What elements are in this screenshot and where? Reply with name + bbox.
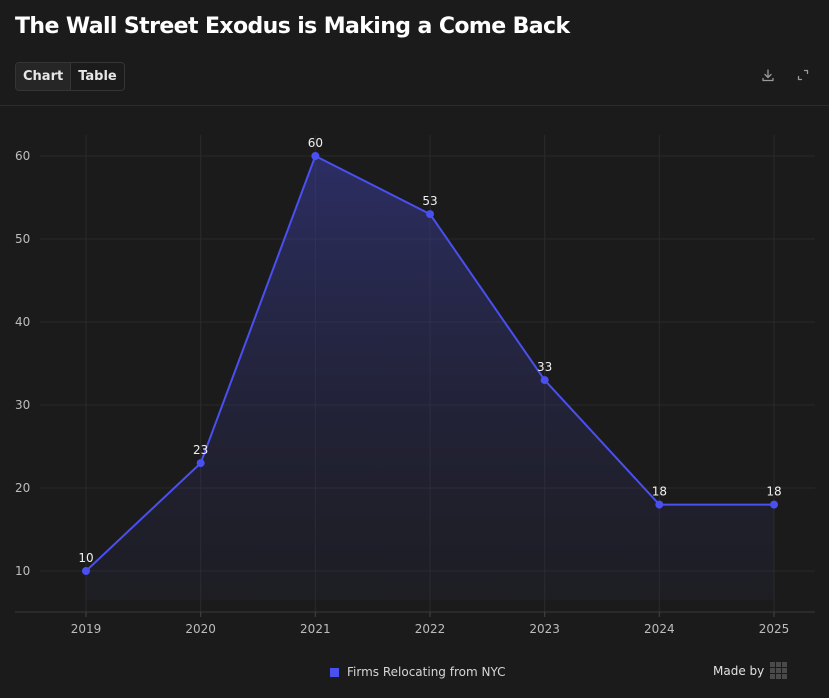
legend-label: Firms Relocating from NYC — [347, 665, 506, 679]
view-tabs: Chart Table — [15, 62, 125, 91]
legend-swatch — [330, 667, 339, 677]
tab-chart[interactable]: Chart — [16, 63, 72, 90]
data-point[interactable] — [540, 376, 549, 385]
chart-legend: Firms Relocating from NYC — [330, 665, 506, 679]
data-label: 18 — [766, 485, 781, 499]
data-point[interactable] — [82, 567, 90, 575]
x-tick-label: 2025 — [759, 622, 790, 636]
data-label: 10 — [78, 551, 93, 565]
y-tick-label: 40 — [15, 315, 30, 329]
data-label: 33 — [537, 360, 552, 374]
data-label: 53 — [422, 194, 437, 208]
made-by-label: Made by — [713, 663, 765, 678]
y-tick-label: 30 — [15, 398, 30, 412]
data-point[interactable] — [655, 500, 664, 509]
tab-table[interactable]: Table — [78, 69, 117, 84]
download-icon[interactable] — [761, 68, 775, 82]
made-by-badge[interactable]: Made by — [713, 662, 788, 679]
data-label: 18 — [652, 485, 667, 499]
page-title: The Wall Street Exodus is Making a Come … — [15, 14, 570, 39]
x-tick-label: 2024 — [644, 622, 675, 636]
x-tick-label: 2023 — [529, 622, 560, 636]
brand-logo-icon — [770, 662, 788, 679]
data-label: 23 — [193, 443, 208, 457]
y-tick-label: 50 — [15, 232, 30, 246]
data-point[interactable] — [426, 210, 434, 219]
data-point[interactable] — [196, 459, 205, 468]
data-label: 60 — [308, 136, 323, 150]
expand-icon[interactable] — [796, 68, 810, 82]
data-point[interactable] — [311, 152, 320, 160]
y-tick-label: 60 — [15, 149, 30, 163]
y-tick-label: 10 — [15, 564, 30, 578]
series-area-fill — [86, 156, 774, 600]
header-divider — [0, 105, 829, 106]
x-tick-label: 2020 — [185, 622, 216, 636]
x-tick-label: 2021 — [300, 622, 331, 636]
data-point[interactable] — [770, 500, 778, 509]
x-tick-label: 2019 — [71, 622, 102, 636]
x-tick-label: 2022 — [415, 622, 446, 636]
y-tick-label: 20 — [15, 481, 30, 495]
